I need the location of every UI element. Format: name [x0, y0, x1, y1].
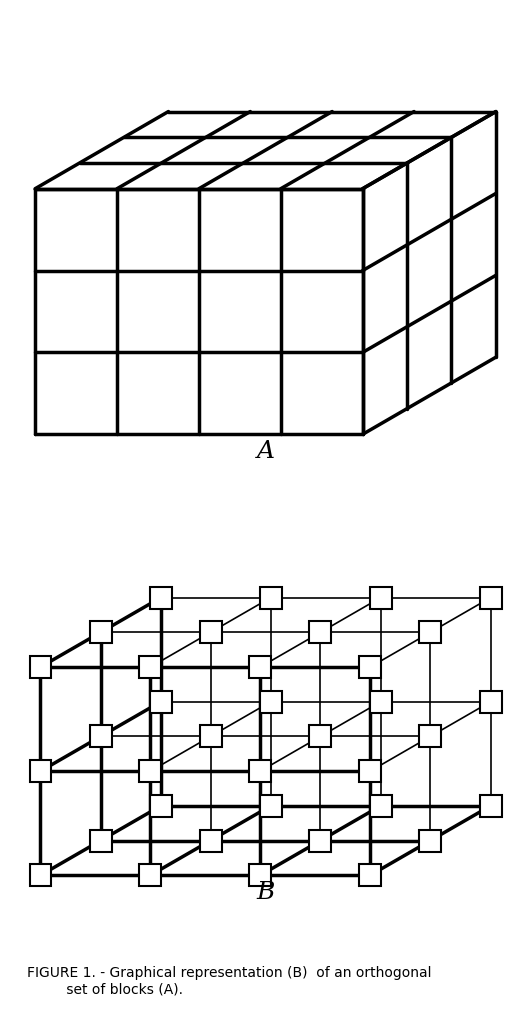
Bar [140, 656, 161, 678]
Bar [359, 656, 381, 678]
Polygon shape [363, 111, 496, 435]
Bar [249, 760, 271, 782]
Text: B: B [256, 881, 275, 904]
Bar [260, 587, 282, 609]
Bar [90, 829, 112, 852]
Bar [249, 864, 271, 886]
Bar [30, 656, 52, 678]
Bar [30, 760, 52, 782]
Bar [370, 795, 391, 817]
Bar [140, 864, 161, 886]
Bar [90, 725, 112, 748]
Bar [200, 725, 221, 748]
Polygon shape [35, 188, 363, 435]
Bar [479, 795, 501, 817]
Bar [359, 760, 381, 782]
Bar [419, 621, 441, 644]
Bar [310, 829, 331, 852]
Bar [479, 587, 501, 609]
Bar [150, 691, 172, 713]
Bar [200, 829, 221, 852]
Bar [370, 587, 391, 609]
Bar [150, 795, 172, 817]
Bar [310, 725, 331, 748]
Bar [479, 691, 501, 713]
Bar [260, 795, 282, 817]
Bar [200, 621, 221, 644]
Bar [30, 864, 52, 886]
Polygon shape [35, 111, 496, 188]
Bar [419, 829, 441, 852]
Bar [370, 691, 391, 713]
Bar [310, 621, 331, 644]
Bar [90, 621, 112, 644]
Bar [150, 587, 172, 609]
Text: FIGURE 1. - Graphical representation (B)  of an orthogonal
         set of block: FIGURE 1. - Graphical representation (B)… [27, 966, 431, 996]
Bar [260, 691, 282, 713]
Bar [140, 760, 161, 782]
Bar [419, 725, 441, 748]
Text: A: A [256, 440, 275, 464]
Bar [249, 656, 271, 678]
Bar [359, 864, 381, 886]
